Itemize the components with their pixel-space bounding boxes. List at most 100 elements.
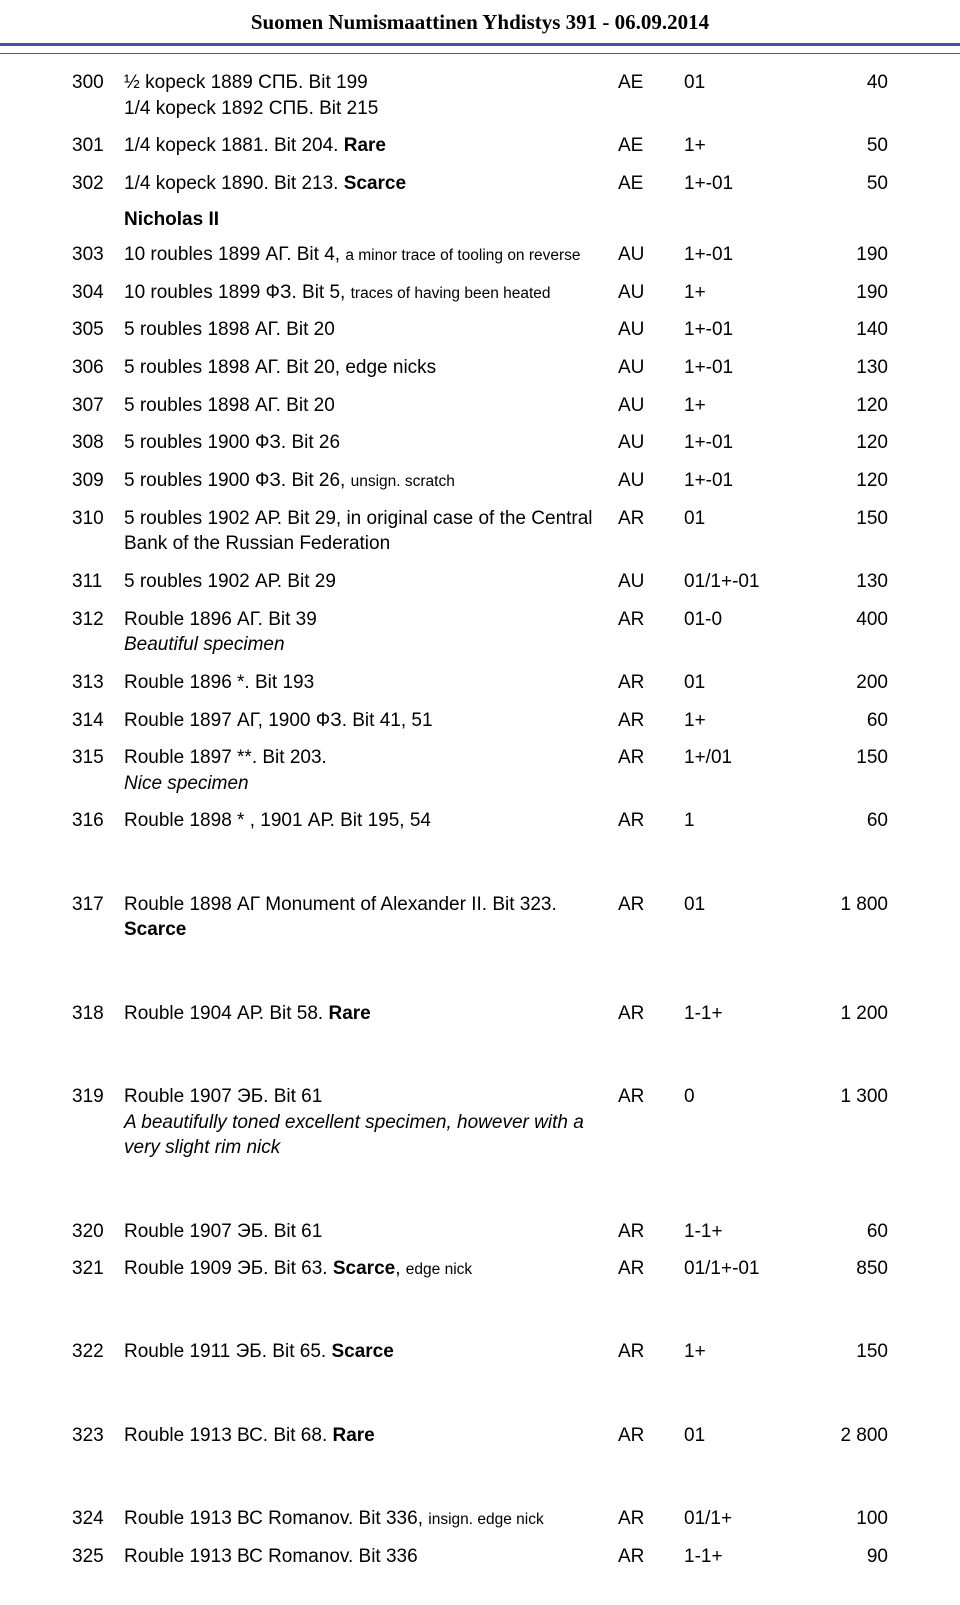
lot-price: 50 <box>796 165 890 203</box>
lot-grade: 1+ <box>680 274 796 312</box>
table-row: 322Rouble 1911 ЭБ. Bit 65. ScarceAR1+150 <box>70 1333 890 1371</box>
lot-number: 313 <box>70 664 120 702</box>
table-row: 323Rouble 1913 ВС. Bit 68. RareAR012 800 <box>70 1417 890 1455</box>
lot-metal: AR <box>606 1213 680 1251</box>
lot-number: 314 <box>70 702 120 740</box>
lot-grade: 1-1+ <box>680 1538 796 1576</box>
lot-number: 323 <box>70 1417 120 1455</box>
lot-number: 301 <box>70 127 120 165</box>
lot-metal: AE <box>606 165 680 203</box>
lot-description: Rouble 1907 ЭБ. Bit 61A beautifully tone… <box>120 1078 606 1167</box>
lot-description: Rouble 1909 ЭБ. Bit 63. Scarce, edge nic… <box>120 1250 606 1288</box>
table-row: 325Rouble 1913 ВС Romanov. Bit 336AR1-1+… <box>70 1538 890 1576</box>
lot-number: 324 <box>70 1500 120 1538</box>
lot-grade: 1+-01 <box>680 424 796 462</box>
spacer-row <box>70 1167 890 1213</box>
table-row: 3021/4 kopeck 1890. Bit 213. ScarceAE1+-… <box>70 165 890 203</box>
lot-metal: AE <box>606 64 680 127</box>
table-row: 315Rouble 1897 **. Bit 203.Nice specimen… <box>70 739 890 802</box>
table-row: 30310 roubles 1899 АГ. Bit 4, a minor tr… <box>70 236 890 274</box>
table-row: 321Rouble 1909 ЭБ. Bit 63. Scarce, edge … <box>70 1250 890 1288</box>
spacer-row <box>70 1454 890 1500</box>
lot-grade: 01 <box>680 664 796 702</box>
table-row: 3075 roubles 1898 АГ. Bit 20AU1+120 <box>70 387 890 425</box>
lot-price: 2 800 <box>796 1417 890 1455</box>
lot-metal: AU <box>606 349 680 387</box>
lot-metal: AR <box>606 1417 680 1455</box>
lot-price: 120 <box>796 424 890 462</box>
lot-metal: AR <box>606 1500 680 1538</box>
table-row: 316Rouble 1898 * , 1901 АР. Bit 195, 54A… <box>70 802 890 840</box>
lot-description: 5 roubles 1902 АР. Bit 29 <box>120 563 606 601</box>
lot-description: 5 roubles 1900 ФЗ. Bit 26 <box>120 424 606 462</box>
lot-metal: AU <box>606 311 680 349</box>
lot-description: 5 roubles 1898 АГ. Bit 20, edge nicks <box>120 349 606 387</box>
header-divider <box>0 43 960 54</box>
lot-grade: 01 <box>680 64 796 127</box>
table-row: 3105 roubles 1902 АР. Bit 29, in origina… <box>70 500 890 563</box>
lot-price: 120 <box>796 387 890 425</box>
lot-grade: 1-1+ <box>680 995 796 1033</box>
lot-description: Rouble 1907 ЭБ. Bit 61 <box>120 1213 606 1251</box>
lot-metal: AR <box>606 1538 680 1576</box>
table-row: 3085 roubles 1900 ФЗ. Bit 26AU1+-01120 <box>70 424 890 462</box>
lot-metal: AR <box>606 702 680 740</box>
lot-price: 200 <box>796 664 890 702</box>
lot-metal: AU <box>606 236 680 274</box>
lot-price: 150 <box>796 739 890 802</box>
lot-description: Rouble 1904 АР. Bit 58. Rare <box>120 995 606 1033</box>
table-row: 318Rouble 1904 АР. Bit 58. RareAR1-1+1 2… <box>70 995 890 1033</box>
lot-description: ½ kopeck 1889 СПБ. Bit 1991/4 kopeck 189… <box>120 64 606 127</box>
lot-metal: AR <box>606 886 680 949</box>
lot-table: 300½ kopeck 1889 СПБ. Bit 1991/4 kopeck … <box>70 64 890 1575</box>
lot-description: 1/4 kopeck 1881. Bit 204. Rare <box>120 127 606 165</box>
lot-description: 5 roubles 1902 АР. Bit 29, in original c… <box>120 500 606 563</box>
lot-metal: AU <box>606 387 680 425</box>
table-row: 300½ kopeck 1889 СПБ. Bit 1991/4 kopeck … <box>70 64 890 127</box>
lot-metal: AU <box>606 274 680 312</box>
table-row: 3115 roubles 1902 АР. Bit 29AU01/1+-0113… <box>70 563 890 601</box>
lot-price: 140 <box>796 311 890 349</box>
lot-grade: 01/1+ <box>680 1500 796 1538</box>
lot-metal: AU <box>606 424 680 462</box>
lot-description: Rouble 1897 **. Bit 203.Nice specimen <box>120 739 606 802</box>
lot-description: 1/4 kopeck 1890. Bit 213. Scarce <box>120 165 606 203</box>
page-title: Suomen Numismaattinen Yhdistys 391 - 06.… <box>70 10 890 43</box>
lot-price: 850 <box>796 1250 890 1288</box>
lot-description: Rouble 1913 ВС Romanov. Bit 336 <box>120 1538 606 1576</box>
lot-number: 315 <box>70 739 120 802</box>
lot-description: Rouble 1911 ЭБ. Bit 65. Scarce <box>120 1333 606 1371</box>
lot-metal: AR <box>606 664 680 702</box>
lot-grade: 1 <box>680 802 796 840</box>
lot-description: 10 roubles 1899 ФЗ. Bit 5, traces of hav… <box>120 274 606 312</box>
table-row: 314Rouble 1897 АГ, 1900 ФЗ. Bit 41, 51AR… <box>70 702 890 740</box>
lot-description: Rouble 1896 *. Bit 193 <box>120 664 606 702</box>
lot-number: 309 <box>70 462 120 500</box>
lot-price: 130 <box>796 349 890 387</box>
lot-metal: AU <box>606 563 680 601</box>
table-row: 312Rouble 1896 АГ. Bit 39Beautiful speci… <box>70 601 890 664</box>
table-row: 3095 roubles 1900 ФЗ. Bit 26, unsign. sc… <box>70 462 890 500</box>
lot-grade: 01/1+-01 <box>680 563 796 601</box>
lot-description: 10 roubles 1899 АГ. Bit 4, a minor trace… <box>120 236 606 274</box>
lot-description: Rouble 1913 ВС. Bit 68. Rare <box>120 1417 606 1455</box>
lot-price: 150 <box>796 1333 890 1371</box>
table-row: 313Rouble 1896 *. Bit 193AR01200 <box>70 664 890 702</box>
lot-number: 311 <box>70 563 120 601</box>
spacer-row <box>70 1032 890 1078</box>
lot-metal: AR <box>606 1078 680 1167</box>
lot-description: Rouble 1898 * , 1901 АР. Bit 195, 54 <box>120 802 606 840</box>
lot-description: Rouble 1897 АГ, 1900 ФЗ. Bit 41, 51 <box>120 702 606 740</box>
lot-grade: 1+ <box>680 387 796 425</box>
lot-number: 300 <box>70 64 120 127</box>
lot-grade: 01 <box>680 500 796 563</box>
lot-price: 150 <box>796 500 890 563</box>
section-title: Nicholas II <box>120 203 890 237</box>
table-row: 319Rouble 1907 ЭБ. Bit 61A beautifully t… <box>70 1078 890 1167</box>
lot-description: Rouble 1898 АГ Monument of Alexander II.… <box>120 886 606 949</box>
lot-price: 400 <box>796 601 890 664</box>
table-row: 30410 roubles 1899 ФЗ. Bit 5, traces of … <box>70 274 890 312</box>
lot-price: 190 <box>796 236 890 274</box>
lot-metal: AR <box>606 1333 680 1371</box>
lot-price: 130 <box>796 563 890 601</box>
